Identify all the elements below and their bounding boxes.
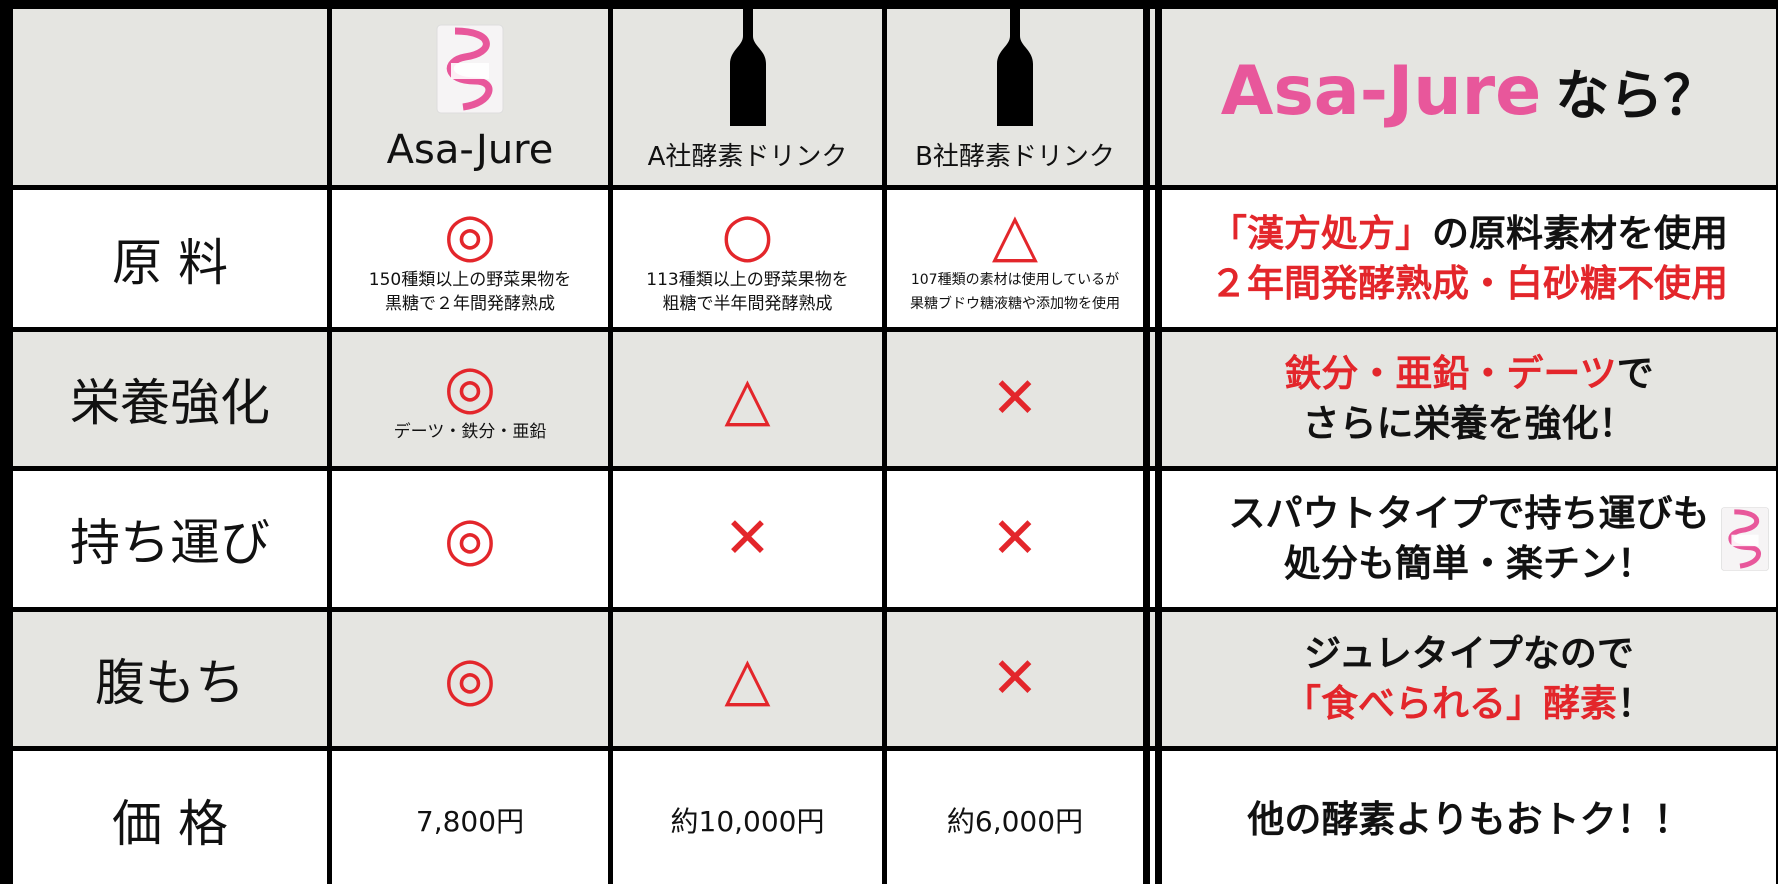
rating-mark: △ [724, 644, 771, 714]
summary-cell: 「漢方処方」の原料素材を使用 ２年間発酵熟成・白砂糖不使用 [1162, 190, 1776, 327]
product-visual [728, 6, 768, 132]
summary-text: の原料素材を使用 [1432, 211, 1728, 255]
summary-text: ！ [1617, 682, 1654, 725]
summary-line: スパウトタイプで持ち運びも [1229, 489, 1710, 539]
rating-cell: ◎ [332, 612, 608, 746]
rating-cell: ✕ [887, 612, 1143, 746]
rating-cell: 約10,000円 [613, 751, 882, 884]
rating-note: 果糖ブドウ糖液糖や添加物を使用 [910, 295, 1120, 312]
summary-text: ジュレタイプなので [1304, 632, 1634, 675]
summary-text: 他の酵素よりもおトク！！ [1247, 797, 1691, 841]
summary-line: さらに栄養を強化！ [1303, 399, 1636, 449]
summary-line: 他の酵素よりもおトク！！ [1247, 795, 1690, 845]
row-label-text: 栄養強化 [70, 374, 270, 432]
row-label: 持ち運び [13, 471, 327, 607]
row-label-text: 腹もち [95, 654, 245, 712]
double-rule-gap [1150, 751, 1155, 884]
product-header: B社酵素ドリンク [887, 6, 1143, 185]
product-name: B社酵素ドリンク [915, 142, 1115, 172]
summary-text: ２年間発酵熟成・白砂糖不使用 [1210, 261, 1728, 305]
summary-text: 処分も簡単・楽チン！ [1284, 542, 1654, 585]
rating-cell: ◎ デーツ・鉄分・亜鉛 [332, 332, 608, 466]
rating-cell: △ [613, 612, 882, 746]
product-visual [995, 6, 1035, 132]
bottle-icon [997, 6, 1033, 126]
double-rule-gap [1150, 332, 1155, 466]
row-label-text: 持ち運び [70, 514, 270, 572]
rating-mark: ✕ [991, 506, 1039, 571]
rating-note: 107種類の素材は使用しているが [910, 271, 1120, 288]
row-label-text: 原 料 [112, 233, 228, 292]
summary-title-text: Asa-Jure [1220, 52, 1542, 131]
double-rule-gap [1150, 612, 1155, 746]
header-blank [13, 9, 327, 185]
price-text: 7,800円 [415, 804, 525, 838]
rating-mark: ◎ [443, 352, 497, 422]
product-header: Asa-Jure [332, 9, 608, 185]
bottle-icon [729, 6, 766, 126]
rating-cell: ✕ [887, 471, 1143, 607]
summary-cell: 鉄分・亜鉛・デーツで さらに栄養を強化！ [1162, 332, 1776, 466]
rating-cell: △ [613, 332, 882, 466]
product-name: Asa-Jure [386, 127, 554, 173]
double-rule-gap [1150, 9, 1155, 185]
summary-text: スパウトタイプで持ち運びも [1228, 492, 1710, 535]
row-label: 腹もち [13, 612, 327, 746]
summary-line: ２年間発酵熟成・白砂糖不使用 [1210, 259, 1728, 309]
summary-text: 鉄分・亜鉛・デーツ [1284, 352, 1617, 395]
summary-text: 「食べられる」酵素 [1284, 682, 1617, 725]
summary-line: ジュレタイプなので [1304, 629, 1634, 679]
summary-line: 処分も簡単・楽チン！ [1284, 539, 1654, 589]
row-label: 原 料 [13, 190, 327, 327]
rating-mark: ◎ [443, 504, 497, 574]
row-label-text: 価 格 [112, 794, 228, 853]
rating-note: 黒糖で２年間発酵熟成 [385, 293, 555, 314]
rating-cell: ◎ [332, 471, 608, 607]
product-name: A社酵素ドリンク [647, 142, 848, 172]
summary-line: 「食べられる」酵素！ [1284, 679, 1654, 729]
summary-title-text: なら？ [1555, 64, 1718, 127]
summary-text: で [1616, 352, 1654, 395]
rating-mark: ○ [721, 199, 774, 270]
summary-title: Asa-Jure なら？ [1221, 58, 1718, 127]
product-header: A社酵素ドリンク [613, 6, 882, 185]
rating-mark: ◎ [443, 644, 497, 714]
rating-cell: ○ 113種類以上の野菜果物を 粗糖で半年間発酵熟成 [613, 190, 882, 327]
price-text: 約10,000円 [670, 804, 825, 838]
rating-note: デーツ・鉄分・亜鉛 [393, 422, 547, 442]
double-rule-gap [1150, 190, 1155, 327]
rating-cell: ✕ [887, 332, 1143, 466]
rating-mark: ✕ [724, 506, 771, 571]
rating-mark: ◎ [443, 199, 497, 270]
rating-cell: 7,800円 [332, 751, 608, 884]
product-image [1721, 507, 1769, 571]
rating-note: 粗糖で半年間発酵熟成 [662, 293, 833, 314]
pouch-image [1720, 493, 1770, 589]
double-rule-gap [1150, 471, 1155, 607]
summary-cell: 他の酵素よりもおトク！！ [1162, 751, 1776, 884]
rating-cell: ✕ [613, 471, 882, 607]
summary-line: 鉄分・亜鉛・デーツで [1284, 349, 1653, 399]
rating-cell: ◎ 150種類以上の野菜果物を 黒糖で２年間発酵熟成 [332, 190, 608, 327]
summary-header: Asa-Jure なら？ [1162, 9, 1776, 185]
product-visual [435, 23, 505, 119]
summary-line: 「漢方処方」の原料素材を使用 [1210, 209, 1728, 259]
row-label: 価 格 [13, 751, 327, 884]
rating-mark: △ [724, 364, 771, 434]
rating-mark: △ [991, 199, 1039, 270]
rating-note: 150種類以上の野菜果物を [368, 269, 572, 290]
rating-cell: △ 107種類の素材は使用しているが 果糖ブドウ糖液糖や添加物を使用 [887, 190, 1143, 327]
product-image [436, 24, 504, 114]
rating-mark: ✕ [991, 646, 1039, 711]
price-text: 約6,000円 [946, 804, 1084, 838]
summary-cell: ジュレタイプなので 「食べられる」酵素！ [1162, 612, 1776, 746]
summary-text: 「漢方処方」 [1210, 211, 1432, 255]
rating-cell: 約6,000円 [887, 751, 1143, 884]
summary-text: さらに栄養を強化！ [1302, 402, 1636, 445]
row-label: 栄養強化 [13, 332, 327, 466]
summary-cell: スパウトタイプで持ち運びも 処分も簡単・楽チン！ [1162, 471, 1776, 607]
rating-note: 113種類以上の野菜果物を [646, 269, 849, 290]
rating-mark: ✕ [991, 366, 1039, 431]
